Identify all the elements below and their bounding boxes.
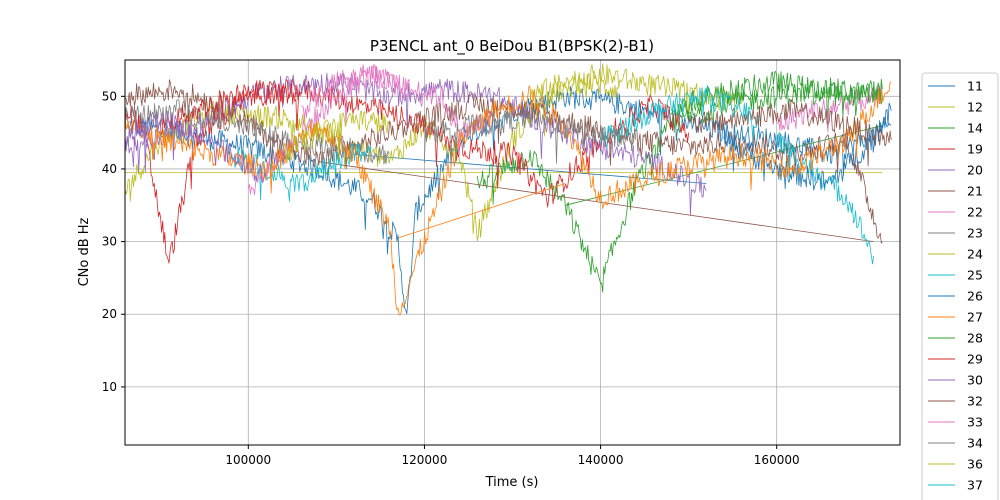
y-axis-title: CNo dB Hz [77,217,92,286]
x-axis-title: Time (s) [485,475,539,490]
x-tick-label: 160000 [754,453,800,467]
x-tick-label: 140000 [578,453,624,467]
legend-label-30: 30 [967,373,983,388]
series-line-29 [159,79,302,135]
legend-label-33: 33 [967,415,983,430]
series-line-27 [397,183,566,239]
x-tick-label: 100000 [225,453,271,467]
legend: 11 12 14 19 20 21 22 23 24 25 26 27 28 29 30 32 33 34 36 37 [921,72,999,500]
axis-ticks: 100000 120000 140000 160000 10 20 30 40 50 [102,89,800,467]
y-tick-label: 10 [102,380,117,394]
y-tick-label: 20 [102,307,117,321]
series-line-22 [776,85,883,133]
legend-label-24: 24 [967,247,983,262]
legend-label-23: 23 [967,226,983,241]
legend-label-29: 29 [967,352,983,367]
series-line-32 [688,99,892,167]
series-line-25 [230,142,372,202]
legend-label-20: 20 [967,163,983,178]
legend-label-27: 27 [967,310,983,325]
legend-label-25: 25 [967,268,983,283]
legend-label-22: 22 [967,205,983,220]
series-line-21 [125,79,883,244]
series-line-30 [125,110,267,183]
series-line-36 [283,110,390,162]
series-line-28 [670,70,883,118]
plot-frame [124,59,901,446]
legend-label-14: 14 [967,121,983,136]
y-tick-label: 40 [102,162,117,176]
legend-box [921,72,999,500]
legend-label-11: 11 [967,79,983,94]
series-line-24 [529,63,742,115]
legend-label-36: 36 [967,457,983,472]
legend-label-12: 12 [967,100,983,115]
legend-label-32: 32 [967,394,983,409]
legend-label-37: 37 [967,478,983,493]
y-tick-label: 30 [102,235,117,249]
legend-label-21: 21 [967,184,983,199]
series-line-21 [318,161,874,242]
legend-label-34: 34 [967,436,983,451]
y-tick-label: 50 [102,89,117,103]
legend-label-19: 19 [967,142,983,157]
series-layer [125,63,892,316]
x-tick-label: 120000 [402,453,448,467]
chart-title: P3ENCL ant_0 BeiDou B1(BPSK(2)-B1) [370,37,654,56]
series-line-33 [300,64,407,120]
legend-label-26: 26 [967,289,983,304]
series-line-34 [424,106,637,166]
series-line-37 [600,84,760,149]
series-line-26 [723,102,892,191]
legend-label-28: 28 [967,331,983,346]
